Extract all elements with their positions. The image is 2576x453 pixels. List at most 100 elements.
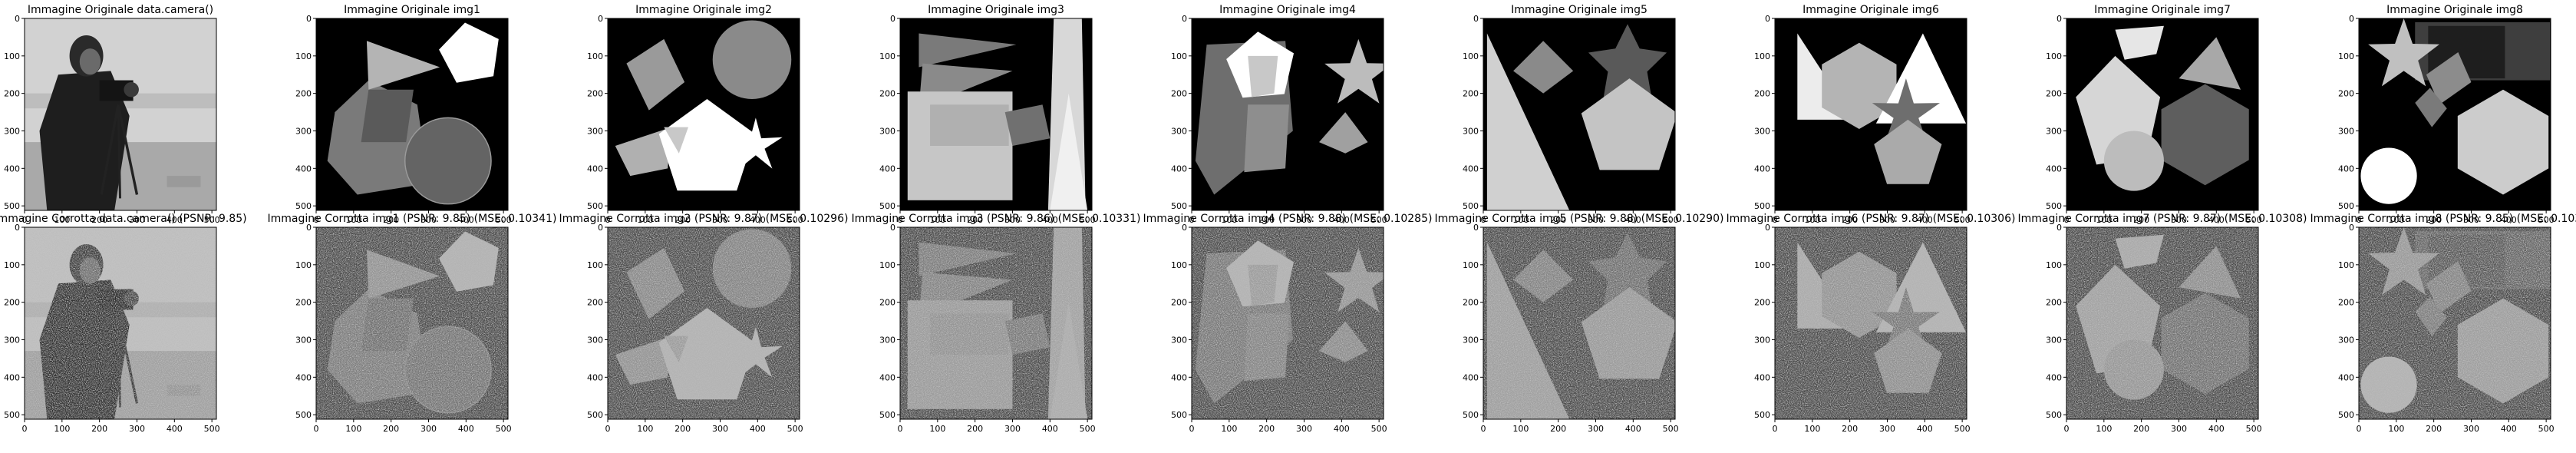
y-tick-label: 500 (2046, 410, 2062, 420)
y-tick-label: 300 (1754, 126, 1770, 136)
y-tick-label: 500 (879, 201, 895, 211)
x-tick-label: 200 (1842, 424, 1858, 434)
panel-title: Immagine Originale img8 (2386, 4, 2523, 16)
image-area (608, 227, 800, 419)
x-tick-label: 0 (22, 424, 28, 434)
x-tick-label: 500 (2246, 424, 2262, 434)
x-tick-label: 400 (1042, 424, 1058, 434)
x-tick-label: 200 (967, 215, 983, 225)
x-tick-label: 0 (898, 215, 903, 225)
x-tick-label: 400 (1625, 215, 1641, 225)
y-tick-label: 500 (295, 410, 312, 420)
x-tick-label: 300 (1004, 215, 1021, 225)
y-tick-label: 400 (879, 164, 895, 174)
y-tick-label: 0 (1765, 14, 1770, 24)
y-tick-label: 500 (2338, 201, 2354, 211)
y-tick-label: 100 (4, 51, 20, 61)
x-tick-label: 500 (787, 424, 803, 434)
axes-frame (1483, 18, 1676, 211)
panel-title: Immagine Corrotta img3 (PSNR: 9.86) (MSE… (852, 213, 1141, 225)
y-tick-label: 0 (15, 223, 20, 233)
y-tick-label: 200 (295, 298, 312, 308)
x-tick-label: 100 (54, 215, 70, 225)
x-tick-label: 300 (129, 215, 145, 225)
x-tick-label: 300 (2463, 424, 2479, 434)
y-tick-label: 200 (1171, 298, 1187, 308)
image-area (316, 227, 508, 419)
y-tick-label: 200 (1754, 89, 1770, 99)
y-tick-label: 200 (1171, 89, 1187, 99)
axes-frame (24, 18, 217, 211)
y-tick-label: 400 (2046, 372, 2062, 382)
y-tick-label: 100 (2046, 51, 2062, 61)
y-tick-label: 300 (1463, 126, 1479, 136)
x-tick-label: 400 (458, 424, 474, 434)
panel-corrupted-img8: Immagine Corrotta img8 (PSNR: 9.85) (MSE… (2310, 213, 2576, 434)
y-tick-label: 0 (890, 14, 895, 24)
x-tick-label: 100 (1512, 215, 1529, 225)
y-tick-label: 0 (306, 223, 312, 233)
y-tick-label: 200 (4, 89, 20, 99)
x-tick-label: 100 (929, 424, 945, 434)
noise-layer (316, 227, 508, 419)
panel-corrupted-img5: Immagine Corrotta img5 (PSNR: 9.88) (MSE… (1435, 213, 1724, 434)
y-tick-label: 400 (2338, 372, 2354, 382)
panel-title: Immagine Originale img3 (928, 4, 1064, 16)
panel-corrupted-img6: Immagine Corrotta img6 (PSNR: 9.87) (MSE… (1727, 213, 2016, 434)
y-tick-label: 100 (295, 51, 312, 61)
y-tick-label: 500 (1463, 201, 1479, 211)
x-tick-label: 0 (2357, 215, 2362, 225)
y-tick-label: 100 (295, 260, 312, 270)
y-tick-label: 400 (2046, 164, 2062, 174)
x-tick-label: 300 (1588, 424, 1604, 434)
y-tick-label: 100 (2046, 260, 2062, 270)
x-tick-label: 300 (712, 215, 728, 225)
y-tick-label: 300 (4, 126, 20, 136)
panel-corrupted-img3: Immagine Corrotta img3 (PSNR: 9.86) (MSE… (852, 213, 1141, 434)
y-tick-label: 100 (879, 260, 895, 270)
noise-layer (1192, 227, 1384, 419)
x-tick-label: 500 (1371, 424, 1387, 434)
x-tick-label: 0 (2357, 424, 2362, 434)
x-tick-label: 200 (2133, 215, 2149, 225)
y-tick-label: 300 (2338, 126, 2354, 136)
x-tick-label: 200 (2133, 424, 2149, 434)
axes-frame (1483, 226, 1676, 420)
y-tick-label: 500 (1171, 410, 1187, 420)
x-tick-label: 400 (2501, 215, 2517, 225)
x-tick-label: 0 (22, 215, 28, 225)
y-tick-label: 0 (1473, 223, 1479, 233)
y-tick-label: 0 (890, 223, 895, 233)
x-tick-label: 500 (1954, 215, 1971, 225)
y-tick-label: 100 (4, 260, 20, 270)
y-tick-label: 500 (4, 410, 20, 420)
x-tick-label: 400 (1917, 215, 1933, 225)
y-tick-label: 0 (2057, 14, 2062, 24)
image-area (25, 18, 216, 210)
y-tick-label: 100 (879, 51, 895, 61)
x-tick-label: 200 (383, 215, 399, 225)
image-area (608, 18, 800, 210)
image-area (1775, 18, 1967, 210)
y-tick-label: 400 (2338, 164, 2354, 174)
y-tick-label: 0 (598, 223, 603, 233)
panel-title: Immagine Corrotta img8 (PSNR: 9.85) (MSE… (2310, 213, 2576, 225)
y-tick-label: 0 (598, 14, 603, 24)
axes-frame (607, 18, 800, 211)
panel-corrupted-img2: Immagine Corrotta img2 (PSNR: 9.87) (MSE… (559, 213, 849, 434)
axes-frame (607, 226, 800, 420)
panel-title: Immagine Originale img4 (1219, 4, 1356, 16)
x-tick-label: 300 (1588, 215, 1604, 225)
axes-frame (1774, 226, 1967, 420)
y-tick-label: 300 (587, 126, 603, 136)
x-tick-label: 200 (1258, 424, 1275, 434)
panel-corrupted-img7: Immagine Corrotta img7 (PSNR: 9.87) (MSE… (2018, 213, 2307, 434)
y-tick-label: 100 (2338, 260, 2354, 270)
image-area (900, 227, 1092, 419)
x-tick-label: 100 (637, 215, 653, 225)
y-tick-label: 0 (1182, 223, 1187, 233)
